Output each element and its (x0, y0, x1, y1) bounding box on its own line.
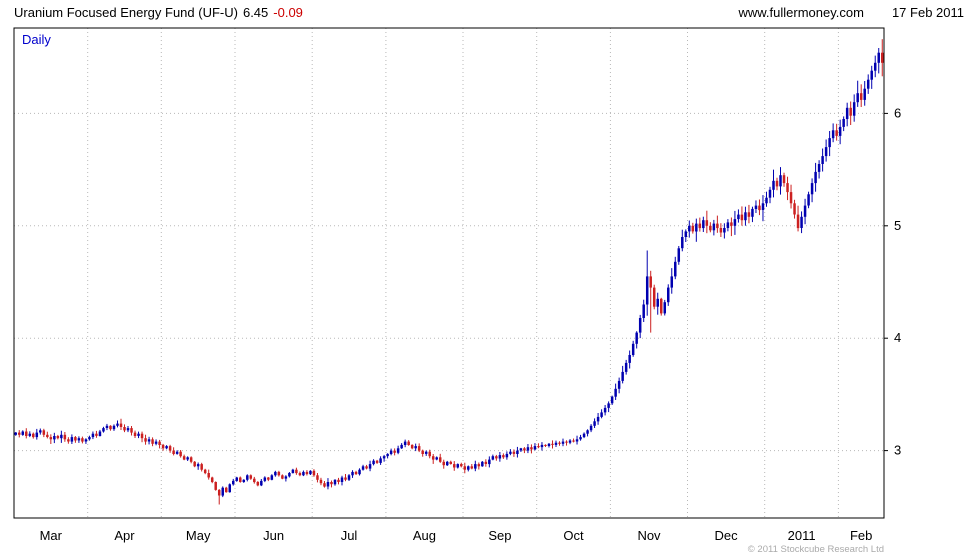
x-axis-label: Jul (341, 528, 358, 543)
x-axis-label: Apr (114, 528, 135, 543)
x-gridlines (87, 28, 839, 518)
timeframe-label: Daily (22, 32, 51, 47)
chart-date: 17 Feb 2011 (891, 5, 964, 20)
y-axis-label: 4 (894, 330, 901, 345)
plot-border (13, 27, 885, 519)
y-gridlines: 3 4 5 6 (14, 105, 901, 458)
y-axis-label: 5 (894, 218, 901, 233)
candles (14, 39, 884, 505)
x-axis-label: Jun (263, 528, 284, 543)
x-axis-label: Sep (488, 528, 511, 543)
copyright-text: © 2011 Stockcube Research Ltd (748, 544, 884, 555)
y-axis-label: 3 (894, 443, 901, 458)
y-axis-label: 6 (894, 105, 901, 120)
x-axis-label: Aug (413, 528, 436, 543)
website-link[interactable]: www.fullermoney.com (738, 5, 864, 20)
x-axis-label: 2011 (788, 528, 816, 543)
last-price: 6.45 (242, 5, 269, 20)
x-axis-label: Nov (637, 528, 661, 543)
instrument-title-group: Uranium Focused Energy Fund (UF-U) 6.45 … (14, 5, 303, 20)
price-change: -0.09 (273, 5, 303, 20)
chart-header: Uranium Focused Energy Fund (UF-U) 6.45 … (14, 5, 964, 20)
instrument-name: Uranium Focused Energy Fund (UF-U) (14, 5, 238, 20)
x-axis-label: Oct (563, 528, 584, 543)
x-axis-label: May (186, 528, 211, 543)
x-axis-label: Mar (40, 528, 63, 543)
x-axis-label: Feb (850, 528, 872, 543)
x-axis-label: Dec (715, 528, 739, 543)
x-axis-labels: Mar Apr May Jun Jul Aug Sep Oct Nov Dec 2011 Feb (40, 528, 873, 543)
